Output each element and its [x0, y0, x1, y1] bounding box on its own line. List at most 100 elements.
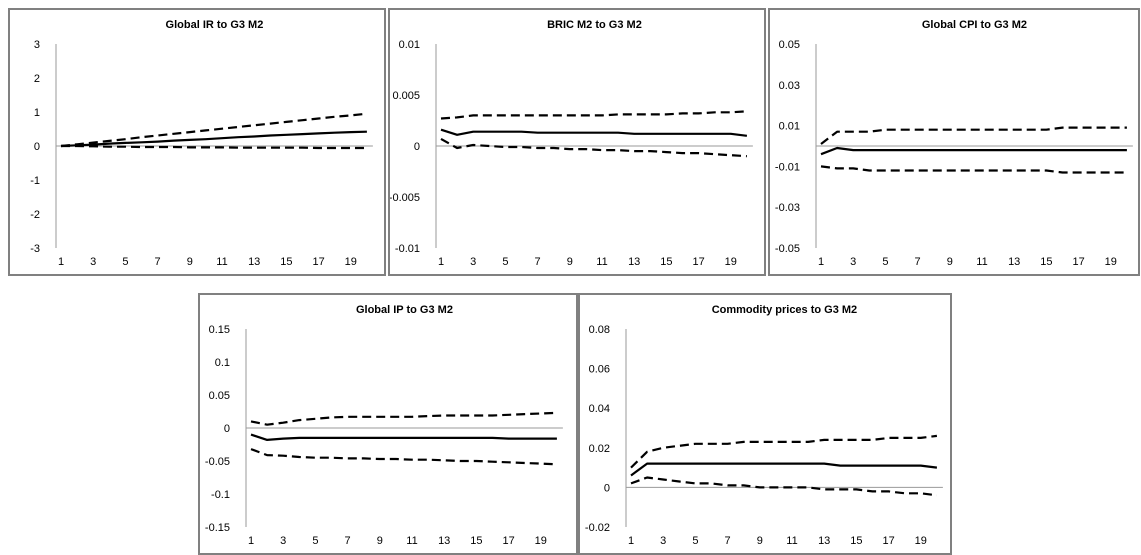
- chart-panel-global-ir: Global IR to G3 M2 3 2 1 0 -1 -2 -3 1 3 5 7 9 11 13 15 1…: [8, 8, 386, 276]
- dashed-series-line: [630, 476, 938, 497]
- y-tick-label: 0.005: [392, 90, 420, 102]
- dashed-series-line: [250, 448, 557, 466]
- x-tick-label: 17: [502, 535, 514, 547]
- y-tick-label: 0.04: [589, 403, 610, 415]
- chart-panel-global-cpi: Global CPI to G3 M2 0.05 0.03 0.01 -0.01 -0.0…: [768, 8, 1140, 276]
- x-tick-label: 5: [882, 256, 888, 268]
- chart-svg: Global CPI to G3 M2 0.05 0.03 0.01 -0.01 -0.0…: [775, 19, 1133, 268]
- y-tick-label: -0.02: [585, 522, 610, 534]
- y-tick-label: 1: [34, 107, 40, 119]
- x-tick-label: 5: [502, 256, 508, 268]
- dashed-series-line: [820, 165, 1127, 174]
- x-tick-label: 15: [1040, 256, 1052, 268]
- x-tick-label: 3: [850, 256, 856, 268]
- x-tick-label: 17: [692, 256, 704, 268]
- chart-svg: Global IP to G3 M2 0.15 0.1 0.05 0 -0.05 -0.1 -…: [205, 304, 563, 547]
- solid-series-line: [440, 128, 748, 137]
- chart-title: Global IP to G3 M2: [356, 304, 453, 316]
- x-tick-label: 1: [438, 256, 444, 268]
- dashed-series-line: [250, 411, 557, 426]
- x-tick-label: 5: [692, 535, 698, 547]
- y-tick-label: 0.03: [779, 80, 800, 92]
- y-tick-label: -0.05: [775, 243, 800, 255]
- solid-series-line: [820, 146, 1127, 156]
- x-tick-label: 17: [1072, 256, 1084, 268]
- dashed-series-line: [440, 110, 747, 120]
- x-tick-label: 7: [535, 256, 541, 268]
- x-tick-label: 11: [406, 535, 417, 547]
- chart-svg: Commodity prices to G3 M2 0.08 0.06 0.04 0.0…: [585, 304, 943, 547]
- chart-title: BRIC M2 to G3 M2: [547, 19, 642, 31]
- dashed-series-line: [60, 112, 368, 148]
- x-tick-label: 17: [882, 535, 894, 547]
- x-tick-label: 19: [345, 256, 357, 268]
- x-tick-label: 15: [660, 256, 672, 268]
- x-tick-label: 5: [312, 535, 318, 547]
- y-tick-label: 0.01: [779, 121, 800, 133]
- y-tick-label: 0.01: [399, 39, 420, 51]
- y-tick-label: -0.01: [395, 243, 420, 255]
- dashed-series-line: [820, 126, 1127, 145]
- chart-title: Commodity prices to G3 M2: [712, 304, 857, 316]
- x-tick-label: 1: [58, 256, 64, 268]
- y-tick-label: -0.05: [205, 456, 230, 468]
- y-tick-label: -0.005: [390, 192, 420, 204]
- x-tick-label: 19: [1105, 256, 1117, 268]
- x-tick-label: 7: [155, 256, 161, 268]
- x-tick-label: 11: [596, 256, 607, 268]
- y-tick-label: 0: [34, 141, 40, 153]
- x-tick-label: 7: [725, 535, 731, 547]
- x-tick-label: 7: [915, 256, 921, 268]
- y-tick-label: 3: [34, 39, 40, 51]
- x-tick-label: 9: [377, 535, 383, 547]
- x-tick-label: 19: [725, 256, 737, 268]
- y-tick-label: -0.01: [775, 161, 800, 173]
- chart-panel-global-ip: Global IP to G3 M2 0.15 0.1 0.05 0 -0.05 -0.1 -…: [198, 293, 578, 555]
- solid-series-line: [630, 462, 938, 477]
- x-tick-label: 3: [90, 256, 96, 268]
- x-tick-label: 3: [470, 256, 476, 268]
- x-tick-label: 9: [187, 256, 193, 268]
- x-tick-label: 3: [660, 535, 666, 547]
- x-tick-label: 19: [535, 535, 547, 547]
- y-tick-label: 0.1: [215, 357, 230, 369]
- x-tick-label: 15: [850, 535, 862, 547]
- y-tick-label: 2: [34, 73, 40, 85]
- solid-series-line: [60, 130, 367, 148]
- x-tick-label: 9: [947, 256, 953, 268]
- y-tick-label: 0.05: [209, 390, 230, 402]
- y-tick-label: 0.05: [779, 39, 800, 51]
- y-tick-label: -0.03: [775, 202, 800, 214]
- y-tick-label: 0.08: [589, 324, 610, 336]
- x-tick-label: 15: [470, 535, 482, 547]
- x-tick-label: 1: [248, 535, 254, 547]
- dashed-series-line: [440, 137, 747, 158]
- y-tick-label: -3: [30, 243, 40, 255]
- y-tick-label: 0: [604, 482, 610, 494]
- x-tick-label: 11: [786, 535, 797, 547]
- y-tick-label: -2: [30, 209, 40, 221]
- chart-title: Global IR to G3 M2: [166, 19, 264, 31]
- chart-panel-commodity-prices: Commodity prices to G3 M2 0.08 0.06 0.04 0.0…: [578, 293, 952, 555]
- dashed-series-line: [630, 434, 938, 469]
- x-tick-label: 19: [915, 535, 927, 547]
- x-tick-label: 5: [122, 256, 128, 268]
- x-tick-label: 15: [280, 256, 292, 268]
- x-tick-label: 11: [216, 256, 227, 268]
- x-tick-label: 1: [628, 535, 634, 547]
- x-tick-label: 9: [567, 256, 573, 268]
- x-tick-label: 7: [345, 535, 351, 547]
- y-tick-label: -1: [30, 175, 40, 187]
- x-tick-label: 1: [818, 256, 824, 268]
- y-tick-label: 0.15: [209, 324, 230, 336]
- x-tick-label: 11: [976, 256, 987, 268]
- dashed-series-line: [61, 144, 367, 150]
- chart-panel-bric-m2: BRIC M2 to G3 M2 0.01 0.005 0 -0.005 -0.01 1 3 5…: [388, 8, 766, 276]
- x-tick-label: 13: [818, 535, 830, 547]
- y-tick-label: 0: [224, 423, 230, 435]
- x-tick-label: 13: [628, 256, 640, 268]
- x-tick-label: 17: [312, 256, 324, 268]
- solid-series-line: [250, 433, 557, 441]
